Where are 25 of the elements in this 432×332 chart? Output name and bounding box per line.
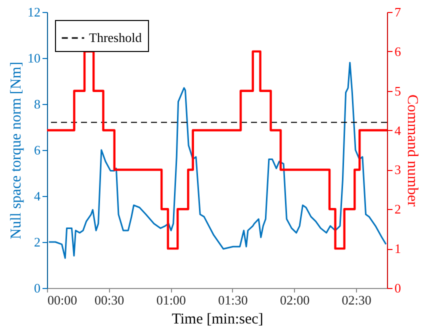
y-tick-label: 0 [34, 280, 40, 296]
x-tick-label: 00:30 [94, 292, 124, 308]
y2-tick-label: 2 [394, 202, 401, 217]
y2-tick-label: 1 [394, 241, 401, 256]
x-tick-label: 01:00 [156, 292, 186, 308]
y-tick-label: 8 [34, 96, 40, 112]
y2-tick-label: 4 [394, 122, 402, 138]
x-axis-title: Time [min:sec] [172, 312, 264, 328]
x-tick-label: 01:30 [218, 292, 248, 308]
y-tick-label: 12 [28, 4, 40, 20]
y2-tick-label: 7 [394, 4, 402, 20]
x-tick-label: 02:30 [342, 292, 372, 308]
y2-tick-label: 6 [394, 44, 402, 59]
y2-axis-title: Command number [404, 94, 420, 207]
y-tick-label: 6 [34, 142, 41, 158]
y2-tick-label: 3 [394, 162, 401, 178]
legend-label: Threshold [89, 30, 142, 45]
y-tick-label: 4 [34, 188, 41, 204]
y-axis-title: Null space torque norm [Nm] [8, 62, 24, 240]
y-tick-label: 10 [28, 50, 40, 66]
x-tick-label: 02:00 [280, 292, 310, 308]
x-tick-label: 00:00 [48, 292, 78, 308]
y2-tick-label: 0 [394, 280, 401, 296]
y-tick-label: 2 [34, 234, 40, 250]
y2-tick-label: 5 [394, 83, 401, 98]
